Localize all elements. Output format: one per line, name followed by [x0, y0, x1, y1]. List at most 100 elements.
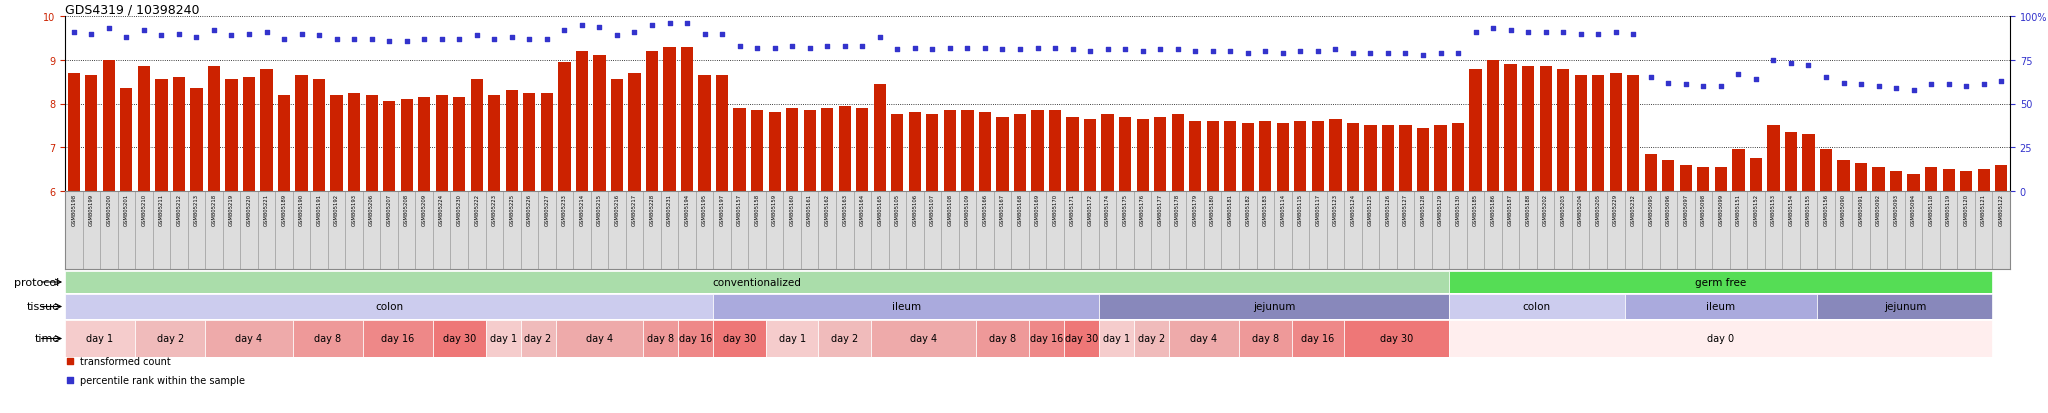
Point	[1688, 83, 1720, 90]
Point	[1931, 82, 1964, 88]
Point	[1442, 50, 1475, 57]
Point	[461, 33, 494, 40]
Point	[793, 45, 825, 52]
Bar	[1169, 320, 1239, 357]
Bar	[383, 102, 395, 192]
Text: day 1: day 1	[489, 334, 516, 344]
Text: day 8: day 8	[1251, 334, 1278, 344]
Bar	[295, 76, 307, 192]
Text: GSM805209: GSM805209	[422, 194, 426, 226]
Bar	[260, 69, 272, 192]
Text: GSM805189: GSM805189	[281, 194, 287, 226]
Point	[1423, 50, 1456, 57]
Text: GSM805226: GSM805226	[526, 194, 532, 226]
Point	[1372, 50, 1405, 57]
Text: GSM805225: GSM805225	[510, 194, 514, 226]
Bar	[821, 109, 834, 192]
Text: day 16: day 16	[1300, 334, 1335, 344]
Bar	[1239, 320, 1292, 357]
Bar	[1575, 76, 1587, 192]
Text: GSM805157: GSM805157	[737, 194, 741, 226]
Point	[985, 47, 1018, 53]
Text: GSM805217: GSM805217	[633, 194, 637, 226]
Text: GSM805153: GSM805153	[1772, 194, 1776, 226]
Point	[57, 29, 90, 36]
Bar	[1343, 320, 1450, 357]
Bar	[874, 85, 887, 192]
Bar	[1610, 74, 1622, 192]
Text: GSM805126: GSM805126	[1384, 194, 1391, 226]
Text: GSM805176: GSM805176	[1141, 194, 1145, 226]
Point	[565, 22, 598, 29]
Bar	[1450, 320, 1993, 357]
Text: GSM805151: GSM805151	[1737, 194, 1741, 226]
Bar	[1786, 133, 1796, 192]
Text: GSM805169: GSM805169	[1034, 194, 1040, 226]
Bar	[1153, 117, 1165, 192]
Point	[1985, 78, 2017, 85]
Point	[1896, 87, 1929, 94]
Point	[1161, 47, 1194, 53]
Bar	[891, 115, 903, 192]
Point	[1722, 71, 1755, 78]
Text: GSM805162: GSM805162	[825, 194, 829, 226]
Point	[162, 31, 195, 38]
Text: transformed count: transformed count	[80, 356, 172, 366]
Text: GSM805174: GSM805174	[1106, 194, 1110, 226]
Bar	[485, 320, 520, 357]
Text: day 30: day 30	[1065, 334, 1098, 344]
Bar	[1698, 168, 1710, 192]
Point	[618, 29, 651, 36]
Text: GSM805185: GSM805185	[1473, 194, 1479, 226]
Bar	[1190, 122, 1202, 192]
Text: conventionalized: conventionalized	[713, 277, 801, 287]
Text: GSM805181: GSM805181	[1227, 194, 1233, 226]
Bar	[102, 61, 115, 192]
Text: GSM805156: GSM805156	[1823, 194, 1829, 226]
Bar	[1137, 119, 1149, 192]
Bar	[1135, 320, 1169, 357]
Point	[688, 31, 721, 38]
Text: GSM805211: GSM805211	[160, 194, 164, 226]
Point	[1511, 29, 1544, 36]
Text: GSM805187: GSM805187	[1507, 194, 1513, 226]
Bar	[995, 117, 1008, 192]
Bar	[752, 111, 764, 192]
Bar	[1960, 172, 1972, 192]
Point	[1196, 49, 1229, 55]
Bar	[1329, 119, 1341, 192]
Bar	[1452, 124, 1464, 192]
Bar	[1032, 111, 1044, 192]
Point	[180, 35, 213, 41]
Bar	[68, 74, 80, 192]
Bar	[436, 95, 449, 192]
Text: GSM805170: GSM805170	[1053, 194, 1057, 226]
Text: GSM805128: GSM805128	[1421, 194, 1425, 226]
Point	[1669, 82, 1702, 88]
Text: GSM805178: GSM805178	[1176, 194, 1180, 226]
Bar	[279, 95, 291, 192]
Bar	[1556, 69, 1569, 192]
Text: GSM805182: GSM805182	[1245, 194, 1249, 226]
Text: GSM805160: GSM805160	[791, 194, 795, 226]
Bar	[225, 80, 238, 192]
Text: GSM805180: GSM805180	[1210, 194, 1214, 226]
Point	[635, 22, 668, 29]
Point	[1458, 29, 1491, 36]
Text: GSM805220: GSM805220	[246, 194, 252, 226]
Point	[1653, 80, 1686, 87]
Bar	[664, 47, 676, 192]
Bar	[1450, 294, 1624, 319]
Text: day 30: day 30	[1380, 334, 1413, 344]
Bar	[803, 111, 815, 192]
Bar	[362, 320, 432, 357]
Point	[408, 36, 440, 43]
Text: percentile rank within the sample: percentile rank within the sample	[80, 375, 246, 385]
Text: GSM805099: GSM805099	[1718, 194, 1722, 226]
Text: GSM805123: GSM805123	[1333, 194, 1337, 226]
Point	[391, 38, 424, 45]
Text: GSM805199: GSM805199	[88, 194, 94, 226]
Bar	[156, 80, 168, 192]
Text: GSM805115: GSM805115	[1298, 194, 1303, 226]
Text: GSM805098: GSM805098	[1700, 194, 1706, 226]
